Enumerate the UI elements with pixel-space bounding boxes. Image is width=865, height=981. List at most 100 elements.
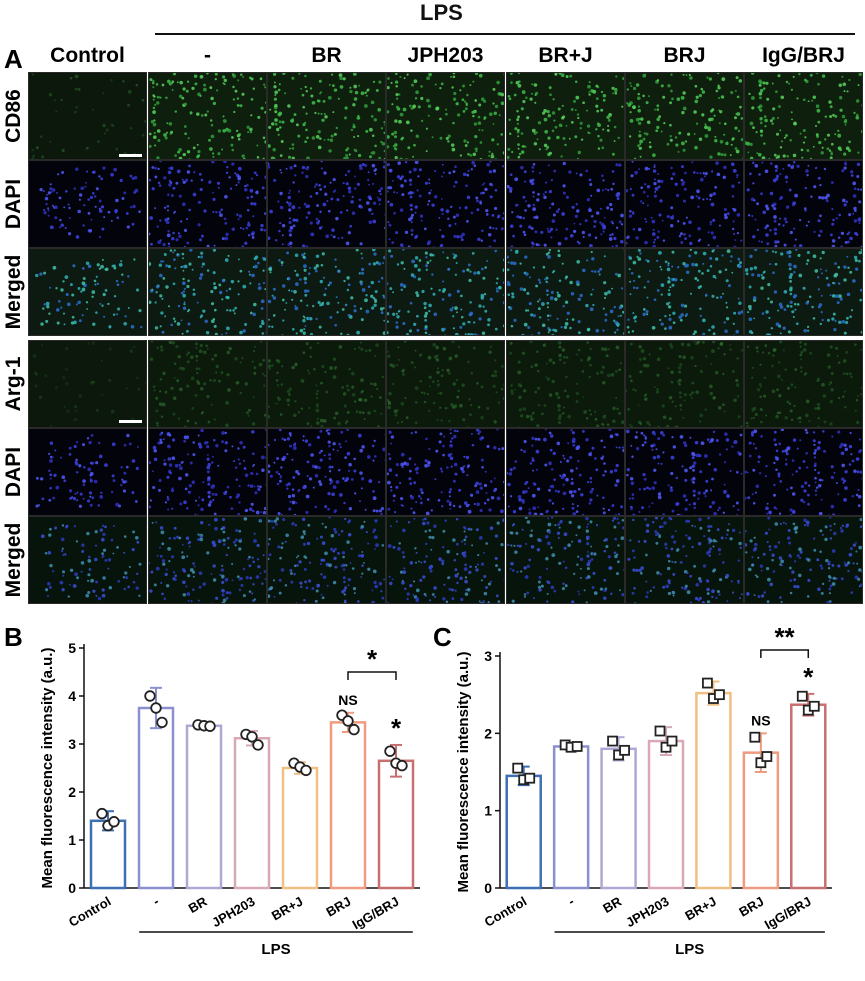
data-point	[714, 689, 725, 701]
row-label: Merged	[2, 254, 25, 330]
micrograph-cell	[625, 428, 744, 516]
bar	[329, 721, 367, 890]
x-tick-label: IgG/BRJ	[350, 894, 402, 933]
panel-c-letter: C	[433, 622, 452, 652]
y-tick-label: 2	[484, 725, 492, 741]
micrograph-cell	[28, 160, 147, 248]
column-label: JPH203	[407, 44, 484, 67]
x-tick-label: BR+J	[682, 894, 719, 924]
bar	[281, 766, 319, 890]
micrograph-cell	[386, 72, 505, 160]
data-point	[607, 735, 618, 747]
bar	[647, 739, 685, 890]
micrograph-cell	[28, 248, 147, 336]
micrograph-cell	[506, 428, 625, 516]
y-tick-label: 1	[68, 832, 76, 848]
micrograph-cell	[744, 340, 863, 428]
micrograph-cell	[148, 428, 267, 516]
x-tick-label: -	[150, 894, 161, 909]
bar	[233, 736, 271, 890]
column-label: IgG/BRJ	[762, 44, 845, 67]
micrograph-cell	[744, 428, 863, 516]
data-point	[342, 715, 354, 727]
micrograph-cell	[148, 516, 267, 604]
x-tick-label: BR	[600, 893, 624, 916]
bar	[377, 759, 415, 890]
chart-b: Mean fluorescence intensity (a.u.) 0 1 2 3 4 5…	[39, 640, 420, 958]
micrograph-cell	[506, 340, 625, 428]
y-axis-label: Mean fluorescence intensity (a.u.)	[455, 652, 472, 893]
column-label: BRJ	[663, 44, 706, 67]
data-point	[396, 759, 408, 772]
y-tick-label: 3	[68, 736, 76, 752]
lps-group-label: LPS	[261, 941, 290, 958]
micrograph-cell	[386, 516, 505, 604]
data-point	[96, 807, 108, 820]
bar	[552, 745, 590, 890]
y-tick-label: 1	[484, 803, 492, 819]
column-label: -	[204, 44, 211, 67]
scale-bar-bottom	[119, 420, 142, 423]
y-tick-label: 2	[68, 784, 76, 800]
micrograph-cell	[386, 160, 505, 248]
row-label: CD86	[2, 89, 25, 143]
micrograph-cell	[267, 160, 386, 248]
chart-c: Mean fluorescence intensity (a.u.) 0 1 2 3 Co…	[455, 622, 832, 958]
y-axis-label: Mean fluorescence intensity (a.u.)	[39, 648, 56, 889]
bar	[505, 774, 542, 890]
micrograph-cell	[386, 428, 505, 516]
y-tick-label: 0	[68, 880, 76, 896]
bar	[790, 703, 827, 890]
data-point	[666, 735, 678, 747]
data-point	[150, 702, 162, 714]
significance-label: NS	[751, 712, 770, 728]
bar	[185, 724, 223, 890]
bar	[600, 747, 637, 890]
micrograph-cell	[148, 340, 267, 428]
significance-bracket	[347, 671, 397, 680]
micrograph-cell	[267, 516, 386, 604]
x-tick-label: -	[565, 894, 576, 909]
micrograph-cell	[148, 72, 267, 160]
column-label: Control	[50, 44, 125, 67]
micrograph-cell	[267, 428, 386, 516]
micrograph-cell	[267, 248, 386, 336]
row-label: Merged	[2, 522, 25, 598]
data-point	[144, 690, 156, 702]
lps-header-line	[155, 33, 855, 35]
micrograph-cell	[744, 160, 863, 248]
column-label: BR+J	[538, 44, 593, 67]
data-point	[808, 700, 820, 712]
x-tick-label: Control	[66, 894, 114, 930]
data-point	[246, 731, 258, 743]
micrograph-cell	[625, 340, 744, 428]
data-point	[619, 744, 630, 756]
data-point	[348, 723, 360, 736]
panel-a-letter: A	[4, 44, 23, 74]
lps-group-label: LPS	[675, 941, 704, 958]
x-tick-label: BRJ	[323, 894, 353, 920]
significance-label: *	[391, 713, 402, 743]
micrograph-cell	[148, 160, 267, 248]
data-point	[156, 716, 168, 729]
micrograph-cell	[744, 72, 863, 160]
row-label: Arg-1	[2, 356, 25, 412]
bracket-label: **	[774, 622, 795, 652]
data-point	[796, 690, 808, 702]
data-point	[702, 677, 713, 689]
y-tick-label: 3	[484, 648, 492, 664]
micrograph-cell	[625, 516, 744, 604]
micrograph-cell	[386, 340, 505, 428]
micrograph-cell	[28, 428, 147, 516]
x-tick-label: Control	[482, 894, 530, 930]
bar	[137, 706, 175, 890]
micrograph-cell	[267, 340, 386, 428]
x-tick-label: BR	[186, 893, 210, 916]
data-point	[749, 731, 761, 743]
micrograph-cell	[506, 72, 625, 160]
y-tick-label: 5	[68, 640, 76, 656]
x-tick-label: JPH203	[209, 894, 257, 930]
data-point	[660, 741, 672, 753]
micrograph-cell	[28, 516, 147, 604]
micrograph-cell	[506, 160, 625, 248]
